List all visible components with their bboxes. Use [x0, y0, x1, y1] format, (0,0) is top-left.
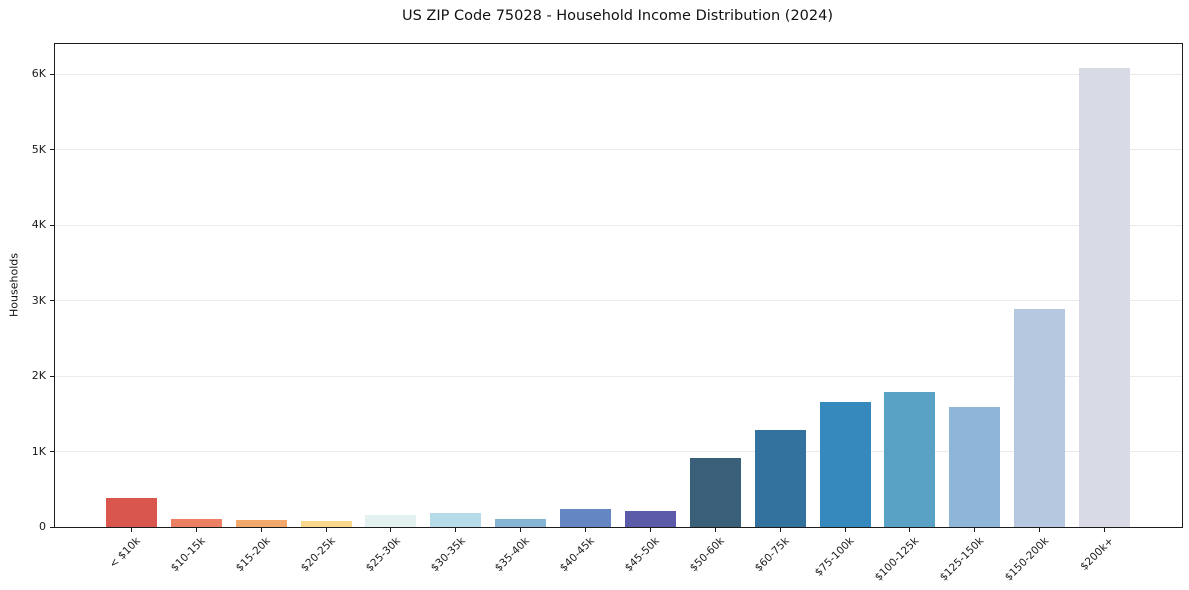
x-tick-mark	[1104, 527, 1106, 532]
x-tick-label: $40-45k	[557, 535, 598, 575]
y-tick-label: 5K	[31, 142, 46, 156]
y-tick-label: 0	[39, 520, 46, 533]
bar-< $10k	[106, 497, 157, 527]
x-tick-label: $125-150k	[937, 535, 987, 584]
x-tick-label: $150-200k	[1002, 535, 1052, 584]
x-tick-label: $20-25k	[298, 535, 338, 575]
bar-$20-25k	[300, 520, 352, 527]
x-tick-mark	[844, 527, 846, 532]
x-tick-label: < $10k	[107, 535, 143, 571]
gridline-2K	[55, 375, 1182, 377]
x-tick-mark	[649, 527, 651, 532]
x-tick-mark	[195, 527, 197, 532]
x-tick-label: $50-60k	[687, 535, 727, 575]
x-tick-label: $100-125k	[872, 535, 922, 584]
x-tick-label: $30-35k	[428, 535, 468, 575]
x-tick-mark	[909, 527, 911, 532]
bar-$45-50k	[624, 511, 676, 527]
x-tick-label: $45-50k	[622, 535, 662, 575]
bar-$30-35k	[430, 513, 482, 527]
bar-$100-125k	[884, 391, 936, 527]
bar-$15-20k	[235, 519, 287, 527]
bar-$10-15k	[170, 518, 222, 527]
bar-$40-45k	[560, 508, 612, 527]
y-tick-mark	[50, 375, 54, 377]
bar-$60-75k	[754, 429, 806, 527]
x-tick-mark	[779, 527, 781, 532]
y-tick-mark	[50, 526, 54, 528]
x-tick-mark	[455, 527, 457, 532]
bar-$125-150k	[949, 407, 1001, 527]
y-tick-label: 6K	[31, 67, 46, 81]
x-tick-mark	[390, 527, 392, 532]
bar-$25-30k	[365, 514, 417, 527]
y-tick-label: 3K	[31, 293, 46, 307]
y-tick-mark	[50, 149, 54, 151]
x-tick-label: $15-20k	[233, 535, 273, 575]
x-tick-label: $75-100k	[812, 535, 857, 579]
y-tick-label: 2K	[31, 369, 46, 383]
gridline-5K	[55, 149, 1182, 151]
y-tick-label: 1K	[31, 444, 46, 458]
y-tick-mark	[50, 73, 54, 75]
bar-$150-200k	[1014, 308, 1066, 527]
x-tick-label: $200k+	[1078, 535, 1117, 573]
x-tick-mark	[260, 527, 262, 532]
bar-$35-40k	[495, 518, 547, 527]
y-tick-mark	[50, 451, 54, 453]
x-tick-mark	[714, 527, 716, 532]
chart-title: US ZIP Code 75028 - Household Income Dis…	[401, 8, 834, 24]
gridline-1K	[55, 451, 1182, 453]
x-tick-label: $10-15k	[168, 535, 208, 575]
gridline-3K	[55, 300, 1182, 302]
bar-$200k+	[1079, 68, 1131, 527]
x-tick-mark	[1039, 527, 1041, 532]
y-tick-mark	[50, 224, 54, 226]
x-tick-label: $25-30k	[363, 535, 403, 575]
x-tick-mark	[974, 527, 976, 532]
x-tick-mark	[585, 527, 587, 532]
x-tick-mark	[131, 527, 132, 532]
bar-$75-100k	[819, 401, 871, 527]
x-tick-label: $60-75k	[752, 535, 792, 575]
y-tick-label: 4K	[31, 218, 46, 232]
x-tick-mark	[325, 527, 327, 532]
plot-area: 0 1K 2K 3K 4K 5K 6K < $10k $10-15k $15-20k $20-25k…	[32, 43, 1183, 584]
x-tick-mark	[520, 527, 522, 532]
gridline-6K	[55, 73, 1182, 75]
gridline-4K	[55, 224, 1182, 226]
bar-$50-60k	[689, 457, 741, 527]
y-tick-mark	[50, 300, 54, 302]
x-tick-label: $35-40k	[493, 535, 533, 575]
